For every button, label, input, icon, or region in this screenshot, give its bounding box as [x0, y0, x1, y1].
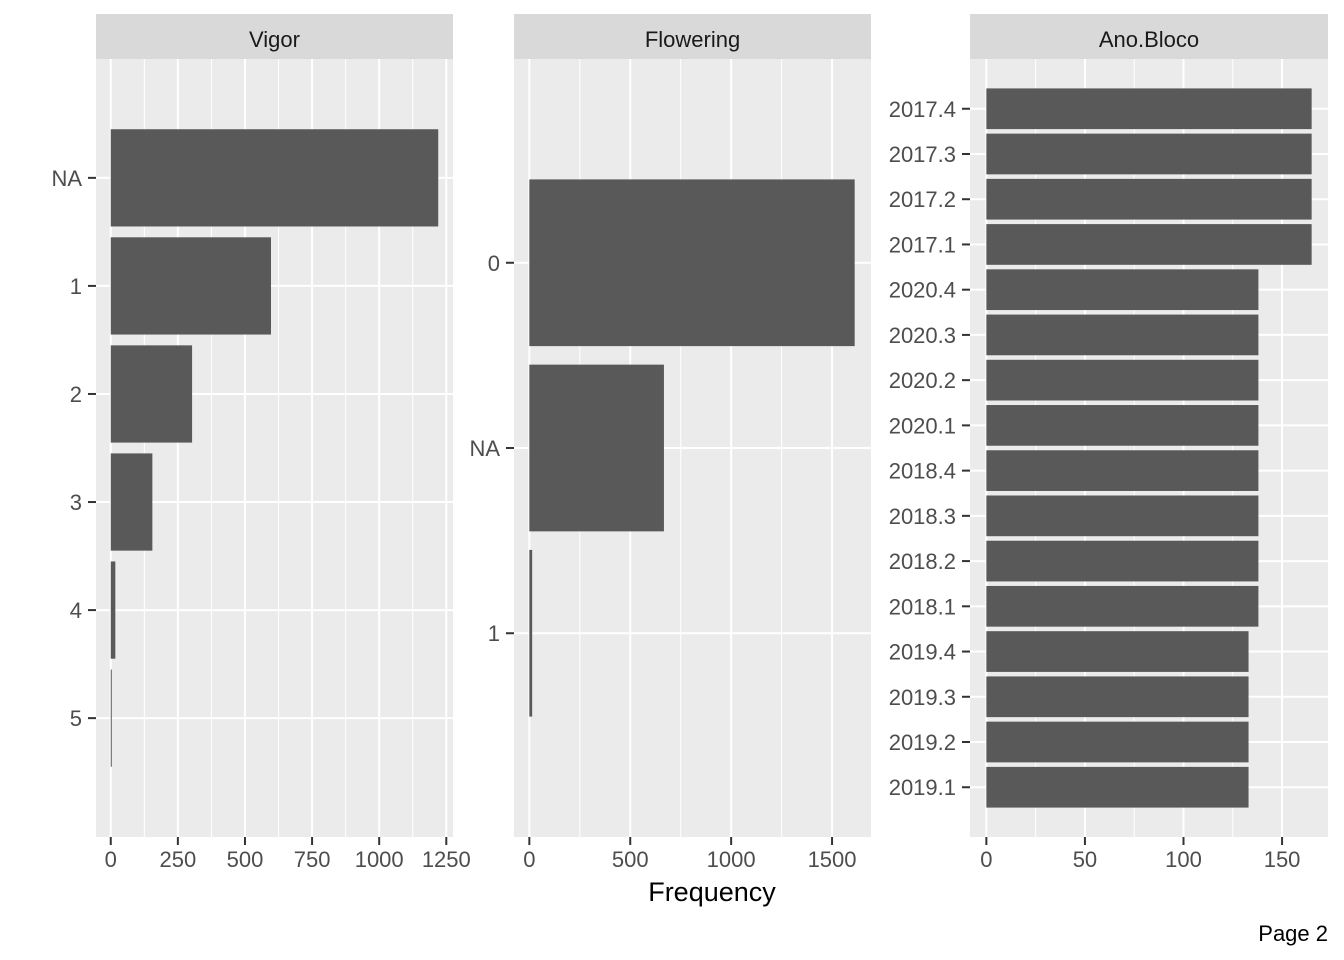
- bar-2018.3: [986, 495, 1259, 537]
- x-tick-label: 1000: [355, 847, 404, 872]
- bar-2019.2: [986, 721, 1249, 763]
- x-tick-label: 500: [227, 847, 264, 872]
- y-tick-label: 2020.3: [889, 323, 956, 348]
- y-tick-label: 2020.1: [889, 413, 956, 438]
- panel-0: Vigor NA 1 2 3 4 5 0 250 500 750 1000 1250: [51, 14, 471, 872]
- facet-title: Flowering: [645, 27, 740, 52]
- y-tick-label: 2017.4: [889, 97, 956, 122]
- y-tick-label: NA: [469, 436, 500, 461]
- bar-NA: [529, 364, 664, 532]
- page-number: Page 2: [1258, 921, 1328, 946]
- x-tick-label: 1500: [808, 847, 857, 872]
- panel-2: Ano.Bloco 2017.4 2017.3 2017.2 2017.1 2020.4 2…: [889, 14, 1328, 872]
- x-tick-label: 150: [1264, 847, 1301, 872]
- x-tick-label: 100: [1165, 847, 1202, 872]
- y-tick-label: 2020.4: [889, 278, 956, 303]
- y-tick-label: 4: [70, 598, 82, 623]
- bar-2018.4: [986, 450, 1259, 491]
- facet-strip: [514, 14, 871, 59]
- bar-5: [110, 669, 112, 767]
- y-tick-label: 1: [70, 274, 82, 299]
- y-tick-label: NA: [51, 166, 82, 191]
- x-tick-label: 0: [523, 847, 535, 872]
- bar-NA: [110, 129, 439, 227]
- y-tick-label: 2019.3: [889, 685, 956, 710]
- bar-2018.1: [986, 585, 1259, 627]
- y-tick-label: 1: [488, 621, 500, 646]
- bar-2019.3: [986, 676, 1249, 718]
- bar-2017.3: [986, 133, 1312, 175]
- x-tick-label: 750: [294, 847, 331, 872]
- facet-title: Ano.Bloco: [1099, 27, 1199, 52]
- y-tick-label: 2019.2: [889, 730, 956, 755]
- bar-2: [110, 345, 193, 443]
- y-tick-label: 0: [488, 251, 500, 276]
- y-tick-label: 2019.4: [889, 640, 956, 665]
- y-tick-label: 3: [70, 490, 82, 515]
- bar-3: [110, 453, 153, 551]
- bar-2020.2: [986, 359, 1259, 401]
- y-tick-label: 2018.1: [889, 594, 956, 619]
- facet-strip: [96, 14, 453, 59]
- bar-2020.4: [986, 269, 1259, 311]
- bar-2019.4: [986, 631, 1249, 672]
- bar-1: [110, 237, 272, 335]
- bar-2020.1: [986, 405, 1259, 446]
- bar-4: [110, 561, 116, 659]
- facet-title: Vigor: [249, 27, 300, 52]
- y-tick-label: 2017.2: [889, 187, 956, 212]
- x-tick-label: 250: [160, 847, 197, 872]
- bar-2019.1: [986, 766, 1249, 808]
- y-tick-label: 2017.1: [889, 232, 956, 257]
- panel-background: [970, 59, 1328, 837]
- bar-2018.2: [986, 540, 1259, 582]
- x-tick-label: 1000: [707, 847, 756, 872]
- y-tick-label: 2: [70, 382, 82, 407]
- y-tick-label: 2019.1: [889, 775, 956, 800]
- y-tick-label: 2020.2: [889, 368, 956, 393]
- facet-strip: [970, 14, 1328, 59]
- bar-2017.1: [986, 224, 1312, 265]
- panel-1: Flowering 0 NA 1 0 500 1000 1500: [469, 14, 871, 872]
- x-tick-label: 0: [980, 847, 992, 872]
- bar-2020.3: [986, 314, 1259, 356]
- bar-2017.2: [986, 178, 1312, 220]
- bar-2017.4: [986, 88, 1312, 130]
- bar-1: [529, 549, 533, 717]
- y-tick-label: 2017.3: [889, 142, 956, 167]
- x-tick-label: 50: [1073, 847, 1097, 872]
- y-tick-label: 2018.2: [889, 549, 956, 574]
- x-tick-label: 500: [612, 847, 649, 872]
- x-axis-label: Frequency: [648, 877, 776, 907]
- y-tick-label: 2018.3: [889, 504, 956, 529]
- x-tick-label: 1250: [422, 847, 471, 872]
- bar-0: [529, 179, 855, 347]
- x-tick-label: 0: [105, 847, 117, 872]
- y-tick-label: 5: [70, 706, 82, 731]
- y-tick-label: 2018.4: [889, 459, 956, 484]
